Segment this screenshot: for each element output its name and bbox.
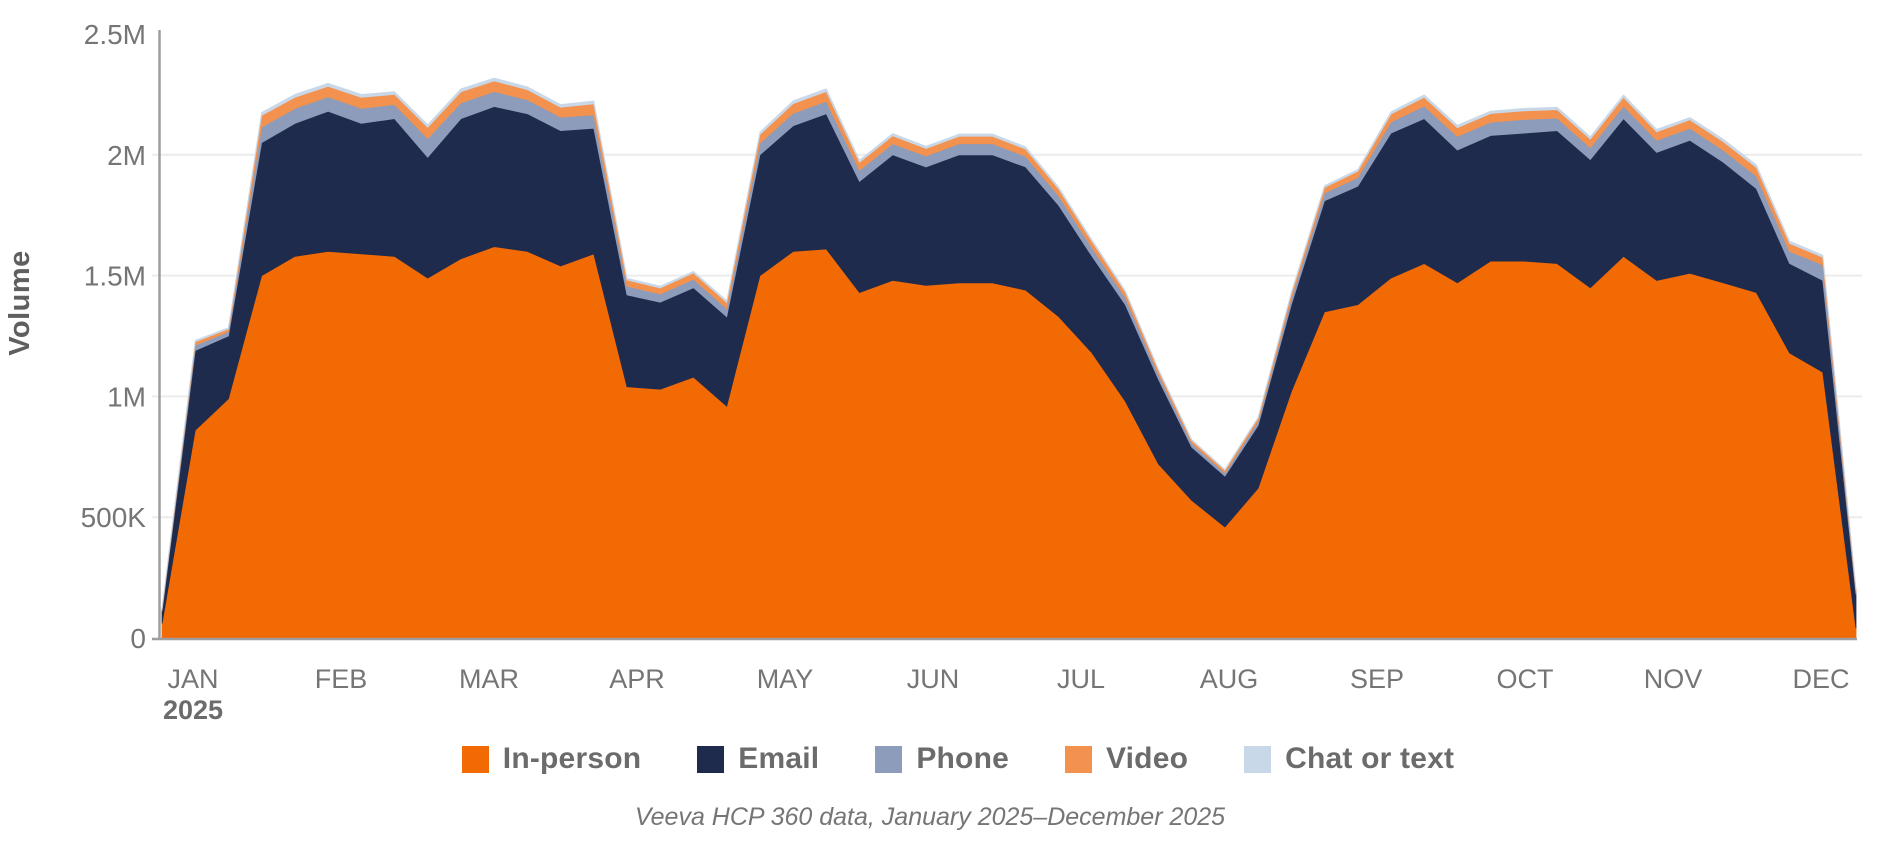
x-tick-label: NOV	[1644, 664, 1703, 694]
legend-swatch-icon	[1064, 745, 1092, 773]
legend-label: Chat or text	[1285, 742, 1455, 775]
x-tick-label: JUL	[1057, 664, 1105, 694]
y-tick-label: 2M	[107, 140, 146, 171]
x-tick-label: MAR	[459, 664, 519, 694]
x-axis-year-label: 2025	[163, 695, 223, 725]
x-tick-label: JAN	[167, 664, 218, 694]
y-tick-label: 2.5M	[84, 19, 146, 50]
legend-label: Phone	[916, 742, 1009, 775]
legend-swatch-icon	[1244, 745, 1272, 773]
legend-label: Video	[1105, 742, 1189, 775]
y-tick-label: 1.5M	[84, 261, 146, 292]
legend-item-phone: Phone	[875, 742, 1009, 776]
legend-swatch-icon	[875, 745, 903, 773]
area-in-person	[161, 246, 1857, 639]
legend-item-chat-or-text: Chat or text	[1244, 742, 1454, 776]
x-tick-label: MAY	[757, 664, 814, 694]
source-caption: Veeva HCP 360 data, January 2025–Decembe…	[634, 803, 1226, 831]
legend-swatch-icon	[697, 745, 725, 773]
legend-item-video: Video	[1064, 742, 1189, 776]
y-tick-label: 0	[130, 623, 146, 654]
x-tick-label: SEP	[1350, 664, 1404, 694]
legend-swatch-icon	[461, 745, 489, 773]
x-tick-label: FEB	[315, 664, 368, 694]
legend-label: Email	[738, 742, 820, 775]
y-tick-label: 1M	[107, 381, 146, 412]
legend-item-in-person: In-person	[461, 742, 642, 776]
area-chat-or-text	[161, 77, 1857, 610]
chart-legend: In-person Email Phone Video Chat or text	[18, 742, 1880, 776]
legend-label: In-person	[502, 742, 642, 775]
x-tick-label: OCT	[1497, 664, 1554, 694]
y-axis-title: Volume	[4, 250, 36, 356]
x-tick-label: DEC	[1792, 664, 1849, 694]
x-tick-label: APR	[609, 664, 665, 694]
x-tick-label: AUG	[1200, 664, 1259, 694]
y-tick-label: 500K	[81, 502, 147, 533]
legend-item-email: Email	[697, 742, 819, 776]
x-tick-label: JUN	[907, 664, 960, 694]
